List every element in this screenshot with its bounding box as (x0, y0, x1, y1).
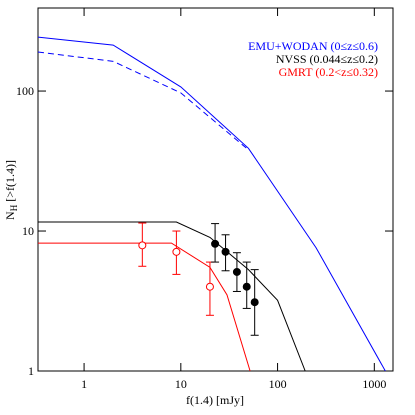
plot-area (38, 36, 386, 371)
y-label-rest: [>f(1.4)] (3, 160, 17, 205)
data-point (232, 267, 241, 276)
series-line (38, 51, 249, 151)
series-line (38, 221, 306, 371)
series-line (38, 36, 386, 371)
data-point (221, 247, 230, 256)
x-tick-label: 1000 (362, 377, 386, 391)
data-point (172, 247, 181, 256)
y-axis-label: NH [>f(1.4)] (3, 160, 19, 220)
x-tick-label: 1 (81, 377, 87, 391)
legend-entry: EMU+WODAN (0≤z≤0.6) (248, 39, 378, 53)
y-tick-label: 1 (28, 364, 34, 378)
legend-entry: GMRT (0.2<z≤0.32) (279, 65, 378, 79)
y-label-main: N (3, 211, 17, 220)
data-point (242, 282, 251, 291)
y-tick-label: 10 (22, 224, 34, 238)
data-point (211, 239, 220, 248)
legend-entry: NVSS (0.044≤z≤0.2) (276, 52, 378, 66)
x-tick-label: 10 (175, 377, 187, 391)
x-axis-label: f(1.4) [mJy] (186, 393, 244, 407)
y-label-sub: H (9, 204, 19, 211)
y-tick-label: 100 (16, 84, 34, 98)
data-point (250, 298, 259, 307)
x-tick-label: 100 (269, 377, 287, 391)
plot-frame (37, 7, 394, 372)
data-point (138, 241, 147, 250)
data-point (205, 282, 214, 291)
